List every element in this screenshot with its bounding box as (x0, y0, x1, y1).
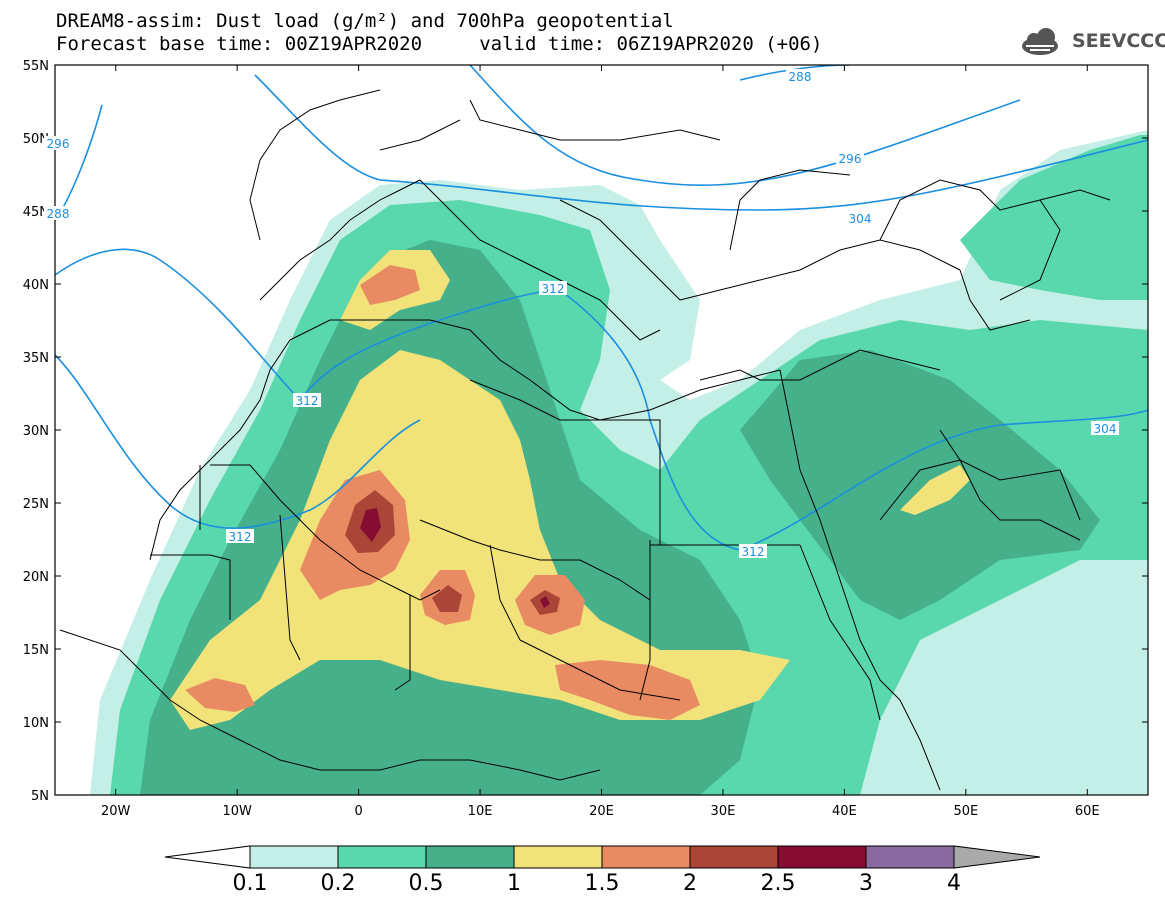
dust-band-2.5 (360, 508, 381, 542)
svg-text:304: 304 (1094, 422, 1117, 436)
isoline-label: 304 (1091, 421, 1119, 436)
isoline-label: 312 (539, 281, 567, 296)
colorbar-under-arrow (164, 845, 251, 869)
isoline-label: 304 (846, 211, 874, 226)
forecast-time: Forecast base time: 00Z19APR2020 valid t… (56, 33, 823, 55)
svg-text:296: 296 (47, 137, 70, 151)
lat-label: 5N (31, 789, 49, 804)
lon-label: 0 (354, 804, 362, 819)
svg-text:304: 304 (849, 212, 872, 226)
dust-band-1.5-d (555, 660, 700, 720)
svg-text:312: 312 (296, 394, 319, 408)
dust-band-2-b (432, 585, 462, 612)
colorbar-label: 3 (859, 871, 873, 896)
isoline-label: 288 (786, 69, 814, 84)
svg-text:288: 288 (47, 207, 70, 221)
colorbar-swatch (337, 845, 427, 869)
lat-label: 45N (23, 205, 49, 220)
colorbar-label: 0.5 (409, 871, 444, 896)
lat-label: 25N (23, 497, 49, 512)
isoline-label: 312 (293, 393, 321, 408)
lon-label: 30E (711, 804, 736, 819)
colorbar-swatch (601, 845, 691, 869)
lat-label: 30N (23, 424, 49, 439)
cloud-icon (1022, 28, 1058, 55)
dust-band-0.5-me (740, 350, 1100, 620)
dust-band-1 (170, 350, 790, 730)
colorbar-label: 4 (947, 871, 961, 896)
isoline-labels: 288 296 304 312 312 312 304 312 296 288 (44, 69, 1119, 559)
colorbar-label: 1 (507, 871, 521, 896)
dust-band-1.5-e (185, 678, 255, 712)
lon-label: 10E (468, 804, 493, 819)
lat-label: 50N (23, 132, 49, 147)
colorbar-label: 2 (683, 871, 697, 896)
chart-title: DREAM8-assim: Dust load (g/m²) and 700hP… (56, 10, 674, 32)
lat-label: 20N (23, 570, 49, 585)
lat-label: 35N (23, 351, 49, 366)
colorbar-over-arrow (953, 845, 1041, 869)
colorbar-label: 1.5 (585, 871, 620, 896)
lon-label: 10W (222, 804, 252, 819)
colorbar-swatch (777, 845, 867, 869)
lon-label: 40E (832, 804, 857, 819)
svg-text:288: 288 (789, 70, 812, 84)
lon-label: 20W (101, 804, 131, 819)
geopotential-isolines (55, 65, 1148, 551)
dust-band-2.5-b (540, 596, 550, 608)
lat-label: 10N (23, 716, 49, 731)
lat-label: 15N (23, 643, 49, 658)
country-borders (150, 199, 1081, 721)
dust-band-0.2-east (960, 135, 1148, 300)
lon-axis: 20W 10W 0 10E 20E 30E 40E 50E 60E (101, 804, 1100, 819)
lon-label: 20E (589, 804, 614, 819)
svg-text:312: 312 (742, 545, 765, 559)
lon-label: 50E (953, 804, 978, 819)
dust-band-1.5-f (360, 265, 420, 305)
colorbar-swatch (865, 845, 955, 869)
lat-label: 40N (23, 278, 49, 293)
colorbar-label: 0.2 (321, 871, 356, 896)
svg-text:312: 312 (229, 530, 252, 544)
colorbar-swatch (249, 845, 339, 869)
lat-label: 55N (23, 59, 49, 74)
dust-field (55, 65, 1148, 795)
colorbar-swatch (689, 845, 779, 869)
logo-text: SEEVCCC (1072, 30, 1165, 52)
isoline-label: 296 (836, 151, 864, 166)
lon-label: 60E (1075, 804, 1100, 819)
coastlines (59, 89, 1111, 791)
svg-text:296: 296 (839, 152, 862, 166)
logo (1022, 28, 1058, 55)
isoline-label: 296 (44, 136, 72, 151)
colorbar: 0.1 0.2 0.5 1 1.5 2 2.5 3 4 (164, 845, 1041, 896)
svg-text:312: 312 (542, 282, 565, 296)
colorbar-swatch (425, 845, 515, 869)
isoline-label: 312 (739, 544, 767, 559)
colorbar-swatch (513, 845, 603, 869)
colorbar-label: 2.5 (761, 871, 796, 896)
dust-band-1-arabia (900, 465, 970, 515)
isoline-label: 312 (226, 529, 254, 544)
isoline-label: 288 (44, 206, 72, 221)
colorbar-label: 0.1 (233, 871, 268, 896)
lat-axis: 55N 50N 45N 40N 35N 30N 25N 20N 15N 10N 5N (23, 59, 49, 804)
